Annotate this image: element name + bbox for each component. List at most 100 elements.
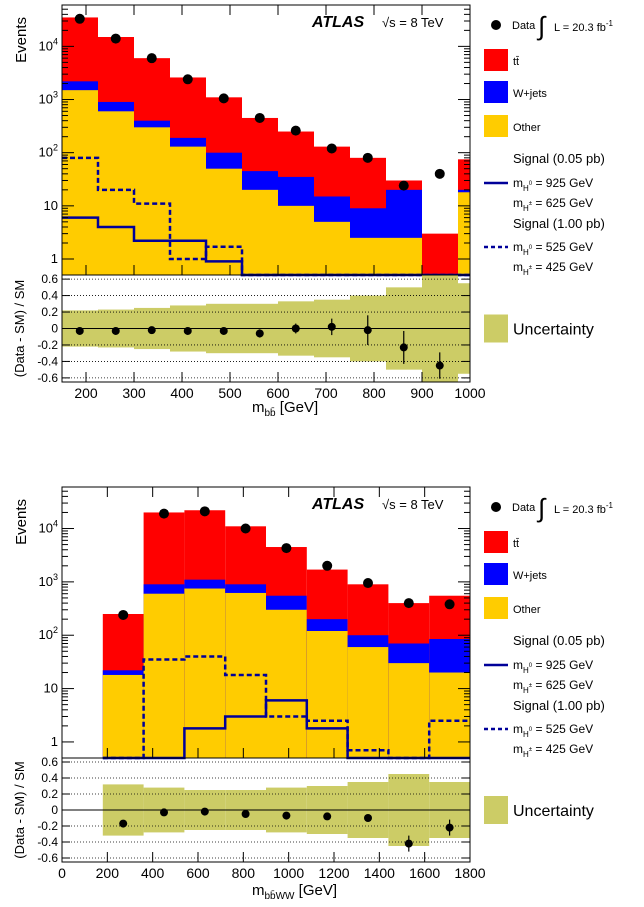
ratio-point bbox=[435, 361, 444, 370]
x-tick-label: 800 bbox=[362, 385, 386, 401]
legend-signal-2-h0: mH0 = 525 GeV bbox=[513, 240, 593, 257]
ratio-point bbox=[291, 324, 300, 333]
ratio-y-axis-title: (Data - SM) / SM bbox=[12, 761, 27, 859]
legend-uncertainty-label: Uncertainty bbox=[513, 322, 594, 339]
data-point bbox=[218, 93, 229, 104]
y-axis-title: Events bbox=[13, 17, 30, 63]
legend-ttbar-swatch bbox=[484, 49, 508, 71]
legend-wjets-label: W+jets bbox=[513, 88, 547, 100]
other-bar bbox=[429, 672, 470, 758]
x-tick-label: 1000 bbox=[454, 385, 485, 401]
data-point bbox=[290, 125, 301, 136]
ratio-point bbox=[111, 326, 120, 335]
ratio-tick-label: -0.6 bbox=[37, 851, 58, 865]
x-tick-label: 700 bbox=[314, 385, 338, 401]
integral-symbol: ∫ bbox=[536, 11, 547, 41]
x-tick-label: 200 bbox=[96, 865, 120, 881]
legend-lumi: L = 20.3 fb-1 bbox=[554, 501, 614, 516]
ratio-tick-label: -0.4 bbox=[37, 354, 58, 368]
other-bar bbox=[314, 221, 350, 275]
other-bar bbox=[102, 674, 144, 758]
data-point bbox=[444, 599, 455, 610]
legend-signal-1-h0: mH0 = 925 GeV bbox=[513, 658, 593, 675]
other-bar bbox=[98, 111, 134, 275]
ratio-point bbox=[399, 343, 408, 352]
ratio-frame bbox=[61, 757, 471, 863]
x-tick-label: 1400 bbox=[364, 865, 395, 881]
chart-panel-1: 1 10 102 103 104 Events -0.6 -0.4 -0.2 0 0.2 0.4 0.6… bbox=[12, 4, 614, 419]
ratio-tick-label: 0.6 bbox=[41, 272, 58, 286]
data-point bbox=[182, 74, 193, 85]
signal-2-line bbox=[62, 156, 470, 277]
legend-signal-1-title: Signal (0.05 pb) bbox=[513, 151, 605, 166]
x-tick-label: 0 bbox=[58, 865, 66, 881]
energy-label: √s = 8 TeV bbox=[382, 15, 444, 30]
y-tick-label: 10 bbox=[44, 198, 58, 213]
legend-signal-1-title: Signal (0.05 pb) bbox=[513, 633, 605, 648]
ratio-point bbox=[219, 326, 228, 335]
x-axis-title: mbb̄WW [GeV] bbox=[252, 882, 337, 902]
x-tick-label: 200 bbox=[74, 385, 98, 401]
signal-2-line bbox=[102, 655, 470, 760]
integral-symbol: ∫ bbox=[536, 493, 547, 523]
legend-other-label: Other bbox=[513, 122, 541, 134]
ratio-tick-label: 0.6 bbox=[41, 755, 58, 769]
x-tick-label: 400 bbox=[141, 865, 165, 881]
x-tick-label: 600 bbox=[186, 865, 210, 881]
legend-wjets-swatch bbox=[484, 563, 508, 585]
x-tick-label: 600 bbox=[266, 385, 290, 401]
data-point bbox=[110, 33, 121, 44]
legend-lumi: L = 20.3 fb-1 bbox=[554, 19, 614, 34]
ratio-tick-label: 0.2 bbox=[41, 787, 58, 801]
ratio-point bbox=[364, 814, 372, 822]
legend-ttbar-label: tt̄ bbox=[513, 56, 519, 68]
data-point bbox=[362, 152, 373, 163]
y-tick-label: 1 bbox=[51, 734, 58, 749]
other-bar bbox=[184, 588, 226, 758]
y-tick-label: 104 bbox=[39, 519, 58, 536]
legend-uncertainty-swatch bbox=[484, 314, 508, 343]
x-tick-label: 1800 bbox=[454, 865, 485, 881]
data-point bbox=[326, 143, 337, 154]
atlas-label: ATLAS bbox=[311, 496, 364, 513]
legend-signal-2-h0: mH0 = 525 GeV bbox=[513, 722, 593, 739]
x-tick-label: 1200 bbox=[318, 865, 349, 881]
energy-label: √s = 8 TeV bbox=[382, 497, 444, 512]
data-point bbox=[254, 112, 265, 123]
ratio-point bbox=[241, 810, 250, 818]
other-bar bbox=[306, 631, 348, 758]
other-bar bbox=[388, 663, 430, 758]
x-tick-label: 500 bbox=[218, 385, 242, 401]
legend-other-swatch bbox=[484, 597, 508, 619]
x-tick-label: 800 bbox=[232, 865, 256, 881]
other-bar bbox=[206, 168, 242, 275]
y-tick-label: 102 bbox=[39, 625, 58, 642]
data-point bbox=[199, 506, 210, 517]
x-tick-label: 1000 bbox=[273, 865, 304, 881]
ratio-tick-label: 0 bbox=[51, 322, 58, 336]
ratio-point bbox=[363, 326, 372, 335]
ratio-point bbox=[445, 823, 454, 832]
x-axis-title: mbb̄ [GeV] bbox=[252, 399, 318, 419]
other-bar bbox=[266, 609, 307, 758]
y-tick-label: 103 bbox=[39, 572, 58, 589]
atlas-label: ATLAS bbox=[311, 14, 364, 31]
x-tick-label: 900 bbox=[410, 385, 434, 401]
y-tick-label: 103 bbox=[39, 90, 58, 107]
legend-signal-2-title: Signal (1.00 pb) bbox=[513, 216, 605, 231]
legend-other-swatch bbox=[484, 115, 508, 137]
ratio-point bbox=[160, 808, 168, 817]
other-bar bbox=[350, 237, 386, 275]
ratio-tick-label: 0.4 bbox=[41, 771, 58, 785]
ratio-point bbox=[183, 326, 192, 335]
ratio-point bbox=[404, 839, 413, 848]
legend-wjets-label: W+jets bbox=[513, 570, 547, 582]
legend-ttbar-swatch bbox=[484, 531, 508, 553]
legend-signal-1-hpm: mH± = 625 GeV bbox=[513, 678, 593, 695]
y-tick-label: 104 bbox=[39, 36, 58, 53]
data-point bbox=[403, 598, 414, 609]
legend-signal-2-title: Signal (1.00 pb) bbox=[513, 698, 605, 713]
data-point bbox=[434, 168, 445, 179]
x-tick-label: 300 bbox=[122, 385, 146, 401]
data-point bbox=[363, 578, 373, 589]
